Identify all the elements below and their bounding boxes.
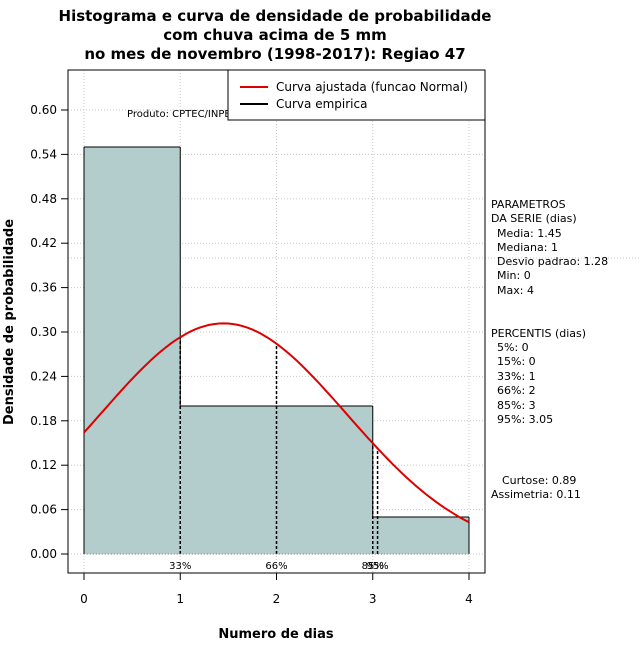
percentis-title: PERCENTIS (dias) — [491, 327, 586, 340]
stat-curtose: Curtose: 0.89 — [502, 474, 576, 487]
perc-95: 95%: 3.05 — [497, 413, 553, 426]
percentile-lines: 33% 66% 85%95% — [84, 337, 469, 572]
product-label: Produto: CPTEC/INPE — [127, 109, 231, 120]
perc-15: 15%: 0 — [497, 355, 536, 368]
histogram-bar — [180, 406, 373, 554]
y-tick-label: 0.60 — [30, 103, 57, 117]
chart-title-line-2: com chuva acima de 5 mm — [163, 26, 387, 44]
y-tick-label: 0.24 — [30, 369, 57, 383]
axes: 0 1 2 3 4 0.00 0.06 0.12 0.18 0.24 0.30 0.36 0.42 0.4… — [30, 103, 473, 606]
stat-mediana: Mediana: 1 — [497, 241, 558, 254]
chart-title-line-1: Histograma e curva de densidade de proba… — [59, 7, 492, 25]
percentile-label: 85% — [362, 561, 384, 572]
params-title-2: DA SERIE (dias) — [491, 212, 577, 225]
stat-assimetria: Assimetria: 0.11 — [491, 488, 581, 501]
histogram-bar — [84, 147, 181, 554]
perc-85: 85%: 3 — [497, 399, 536, 412]
y-tick-label: 0.12 — [30, 458, 57, 472]
percentile-label: 95% — [366, 561, 388, 572]
percentile-label: 33% — [169, 561, 191, 572]
perc-5: 5%: 0 — [497, 341, 529, 354]
x-tick-label: 2 — [273, 592, 281, 606]
stat-min: Min: 0 — [497, 269, 531, 282]
x-tick-label: 1 — [176, 592, 184, 606]
x-tick-label: 0 — [80, 592, 88, 606]
y-tick-label: 0.30 — [30, 325, 57, 339]
y-tick-label: 0.42 — [30, 236, 57, 250]
x-tick-label: 3 — [369, 592, 377, 606]
x-tick-label: 4 — [465, 592, 473, 606]
normal-curve — [83, 322, 470, 524]
params-title-1: PARAMETROS — [491, 198, 566, 211]
stat-max: Max: 4 — [497, 284, 534, 297]
legend: Curva ajustada (funcao Normal) Curva emp… — [227, 69, 486, 121]
chart-title-line-3: no mes de novembro (1998-2017): Regiao 4… — [84, 45, 465, 63]
stats-panel: PARAMETROS DA SERIE (dias) Media: 1.45 M… — [491, 198, 608, 501]
density-curve — [83, 322, 470, 524]
y-tick-label: 0.54 — [30, 147, 57, 161]
perc-66: 66%: 2 — [497, 384, 536, 397]
y-axis-label: Densidade de probabilidade — [2, 219, 17, 425]
legend-label-normal: Curva ajustada (funcao Normal) — [276, 80, 468, 94]
legend-box — [227, 69, 486, 121]
legend-label-empirical: Curva empirica — [276, 97, 367, 111]
stat-media: Media: 1.45 — [497, 227, 562, 240]
histogram-bars — [83, 146, 470, 554]
x-axis-label: Numero de dias — [218, 627, 334, 642]
histogram-bar — [372, 517, 469, 554]
y-tick-label: 0.18 — [30, 414, 57, 428]
y-tick-label: 0.00 — [30, 547, 57, 561]
y-tick-label: 0.06 — [30, 503, 57, 517]
stat-desvio: Desvio padrao: 1.28 — [497, 255, 608, 268]
percentile-label: 66% — [265, 561, 287, 572]
y-tick-label: 0.48 — [30, 192, 57, 206]
y-tick-label: 0.36 — [30, 281, 57, 295]
perc-33: 33%: 1 — [497, 370, 536, 383]
